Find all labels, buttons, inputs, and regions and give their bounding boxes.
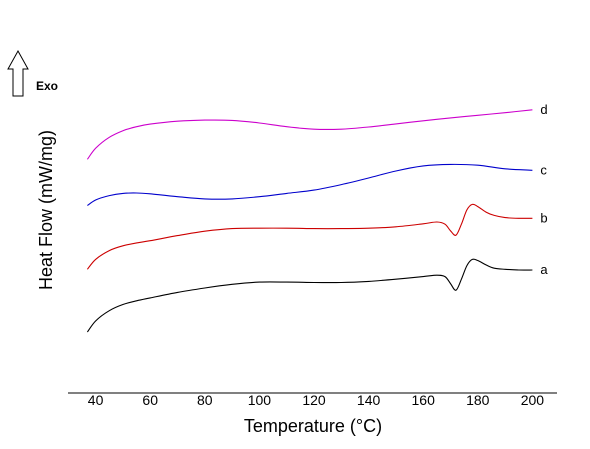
x-tick-label: 100: [248, 392, 272, 408]
x-tick-label: 200: [521, 392, 545, 408]
series-line-d: [86, 109, 533, 160]
series-label-c: c: [540, 162, 547, 177]
x-tick-label: 40: [88, 392, 104, 408]
x-tick-label: 140: [357, 392, 381, 408]
x-tick-label: 120: [302, 392, 326, 408]
series-line-a: [86, 258, 533, 333]
exo-indicator: Exo: [7, 49, 58, 97]
x-axis-title: Temperature (°C): [244, 416, 382, 436]
series-label-d: d: [540, 102, 547, 117]
series-lines: [86, 109, 533, 333]
x-tick-labels: 40 60 80 100 120 140 160 180 200: [88, 392, 544, 408]
x-tick-label: 60: [142, 392, 158, 408]
x-tick-label: 180: [466, 392, 490, 408]
series-label-a: a: [540, 262, 548, 277]
series-label-b: b: [540, 210, 547, 225]
series-line-c: [87, 163, 533, 206]
up-arrow-icon: [7, 49, 29, 97]
y-axis-title: Heat Flow (mW/mg): [36, 130, 56, 290]
x-tick-label: 160: [412, 392, 436, 408]
exo-label: Exo: [36, 79, 58, 93]
x-tick-label: 80: [197, 392, 213, 408]
series-labels: a b c d: [540, 102, 548, 277]
series-line-b: [86, 203, 533, 270]
